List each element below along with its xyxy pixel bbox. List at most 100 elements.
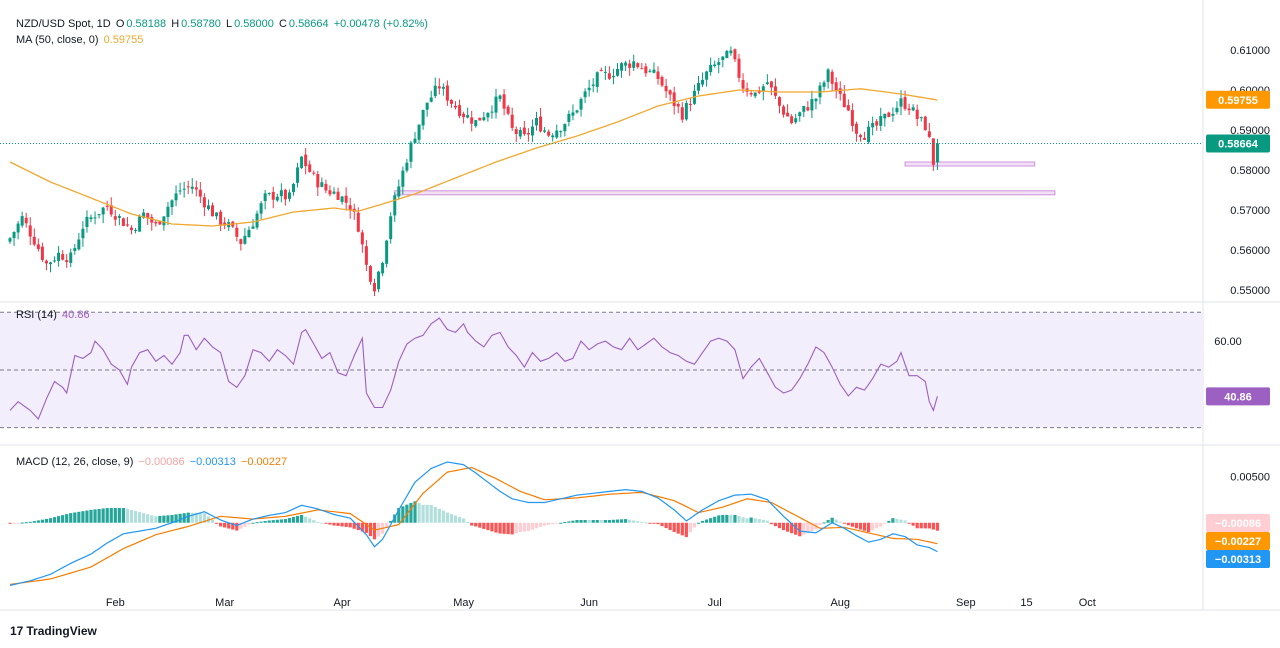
macd-histogram-bar	[737, 516, 741, 523]
candle-body	[170, 200, 174, 208]
candle-body	[296, 167, 300, 183]
ma-price-tag: 0.59755	[1218, 95, 1258, 107]
candle-body	[134, 229, 138, 231]
macd-histogram-bar	[672, 522, 676, 532]
candle-body	[765, 82, 769, 84]
macd-histogram-bar	[692, 522, 697, 528]
candle-body	[798, 112, 802, 117]
candle-body	[194, 187, 198, 190]
macd-histogram-bar	[498, 522, 502, 534]
candle-body	[20, 216, 24, 226]
close-value: 0.58664	[288, 18, 329, 30]
open-label: O	[115, 18, 125, 30]
candle-body	[287, 192, 291, 199]
macd-histogram-bar	[551, 522, 555, 525]
rsi-legend: RSI (14) 40.86	[16, 308, 92, 322]
macd-histogram-bar	[202, 513, 206, 523]
candle-body	[907, 108, 911, 111]
candle-body	[441, 86, 445, 89]
macd-histogram-bar	[401, 506, 405, 523]
candle-body	[595, 72, 599, 87]
macd-histogram-bar	[648, 522, 652, 524]
macd-histogram-bar	[555, 522, 559, 524]
candle-body	[320, 182, 324, 187]
macd-histogram-bar	[680, 522, 684, 536]
macd-histogram-bar	[133, 511, 138, 523]
macd-histogram-bar	[304, 516, 308, 523]
candle-body	[336, 191, 340, 200]
macd-histogram-bar	[190, 512, 194, 523]
macd-histogram-bar	[879, 522, 883, 527]
macd-histogram-bar	[263, 521, 267, 523]
time-tick-label: Oct	[1079, 597, 1096, 609]
candle-body	[125, 224, 129, 226]
time-tick-label: Aug	[830, 597, 850, 609]
macd-histogram-bar	[457, 517, 462, 523]
candle-body	[676, 103, 680, 107]
macd-histogram-bar	[413, 501, 417, 523]
macd-histogram-bar	[125, 509, 130, 523]
macd-histogram-bar	[223, 522, 227, 528]
candle-body	[555, 130, 559, 138]
macd-histogram-bar	[895, 518, 899, 523]
candle-body	[607, 73, 611, 79]
macd-histogram-bar	[255, 522, 259, 524]
tradingview-logo[interactable]: 17 TradingView	[10, 624, 97, 638]
macd-histogram-bar	[907, 522, 911, 524]
candle-body	[583, 91, 587, 98]
macd-histogram-bar	[158, 515, 162, 523]
candle-body	[32, 236, 36, 245]
candle-body	[267, 193, 271, 195]
candle-body	[806, 107, 810, 111]
candle-body	[563, 124, 567, 132]
candle-body	[44, 260, 48, 264]
macd-histogram-bar	[154, 516, 158, 523]
macd-histogram-bar	[887, 520, 891, 523]
candle-body	[12, 232, 16, 239]
macd-value-tag-bg	[1206, 550, 1270, 568]
macd-histogram-bar	[421, 504, 425, 523]
candle-body	[65, 260, 69, 263]
candle-body	[433, 85, 437, 97]
macd-histogram-bar	[786, 522, 790, 532]
macd-histogram-bar	[781, 522, 786, 531]
macd-histogram-bar	[769, 522, 773, 525]
macd-value: −0.00313	[189, 456, 236, 468]
candle-body	[773, 86, 777, 96]
candle-body	[705, 71, 709, 80]
macd-histogram-bar	[259, 521, 263, 523]
last-price-tag-bg	[1206, 134, 1270, 153]
macd-value-tag: −0.00313	[1215, 554, 1261, 566]
price-tick-label: 0.57000	[1230, 205, 1270, 217]
macd-histogram-bar	[482, 522, 486, 529]
candle-body	[709, 64, 713, 73]
candle-body	[409, 142, 413, 162]
candle-body	[385, 240, 389, 264]
macd-histogram-bar	[470, 522, 474, 526]
macd-histogram-bar	[52, 517, 57, 523]
macd-histogram-bar	[397, 508, 401, 523]
candle-body	[206, 205, 210, 210]
candle-body	[680, 107, 684, 120]
macd-histogram-bar	[705, 519, 709, 523]
candle-body	[40, 246, 44, 260]
macd-histogram-bar	[611, 519, 616, 523]
macd-histogram-bar	[287, 518, 292, 523]
candle-body	[526, 133, 530, 135]
candle-body	[850, 110, 854, 126]
candle-body	[344, 195, 348, 203]
candle-body	[846, 105, 850, 111]
rsi-tag-bg	[1206, 387, 1270, 406]
macd-histogram-bar	[89, 509, 93, 523]
ma-legend: MA (50, close, 0) 0.59755	[16, 33, 145, 47]
candle-body	[85, 216, 89, 228]
candle-body	[842, 93, 846, 108]
candle-body	[113, 216, 117, 220]
candle-body	[93, 217, 97, 219]
candle-body	[138, 215, 142, 232]
macd-histogram-bar	[547, 522, 551, 525]
macd-histogram-bar	[935, 522, 940, 531]
candle-body	[547, 131, 551, 136]
candle-body	[425, 102, 429, 110]
